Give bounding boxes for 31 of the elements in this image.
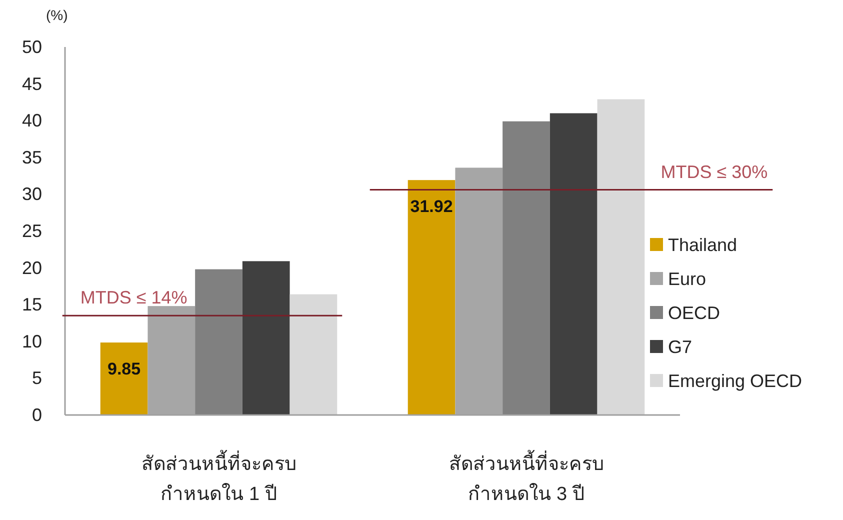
bar (100, 342, 148, 415)
y-tick-label: 25 (22, 221, 42, 241)
bar (550, 113, 598, 415)
x-tick-label: สัดส่วนหนี้ที่จะครบ กำหนดใน 3 ปี (448, 450, 604, 505)
ref-line-label: MTDS ≤ 14% (80, 288, 188, 308)
y-tick-label: 10 (22, 331, 42, 352)
x-tick-label: สัดส่วนหนี้ที่จะครบ กำหนดใน 1 ปี (141, 450, 296, 505)
legend-label: Emerging OECD (668, 371, 802, 391)
y-tick-label: 0 (32, 405, 42, 425)
y-tick-label: 35 (22, 147, 42, 168)
bar (408, 180, 456, 415)
legend-label: OECD (668, 303, 720, 323)
bar (597, 99, 645, 415)
y-tick-label: 5 (32, 368, 42, 388)
bar (502, 121, 550, 415)
data-label: 31.92 (410, 197, 453, 216)
legend-label: Euro (668, 269, 706, 289)
bar (290, 294, 338, 415)
y-tick-label: 20 (22, 258, 42, 278)
y-tick-label: 45 (22, 74, 42, 94)
bar (195, 269, 242, 415)
bar (242, 261, 290, 415)
y-tick-label: 30 (22, 184, 42, 204)
ref-line-label: MTDS ≤ 30% (660, 162, 768, 182)
data-label: 9.85 (107, 360, 141, 379)
legend-label: G7 (668, 337, 692, 357)
y-tick-label: 40 (22, 110, 42, 131)
y-tick-label: 15 (22, 294, 42, 315)
legend-label: Thailand (668, 235, 738, 255)
y-axis-title: (%) (46, 7, 68, 23)
y-tick-label: 50 (22, 37, 42, 57)
